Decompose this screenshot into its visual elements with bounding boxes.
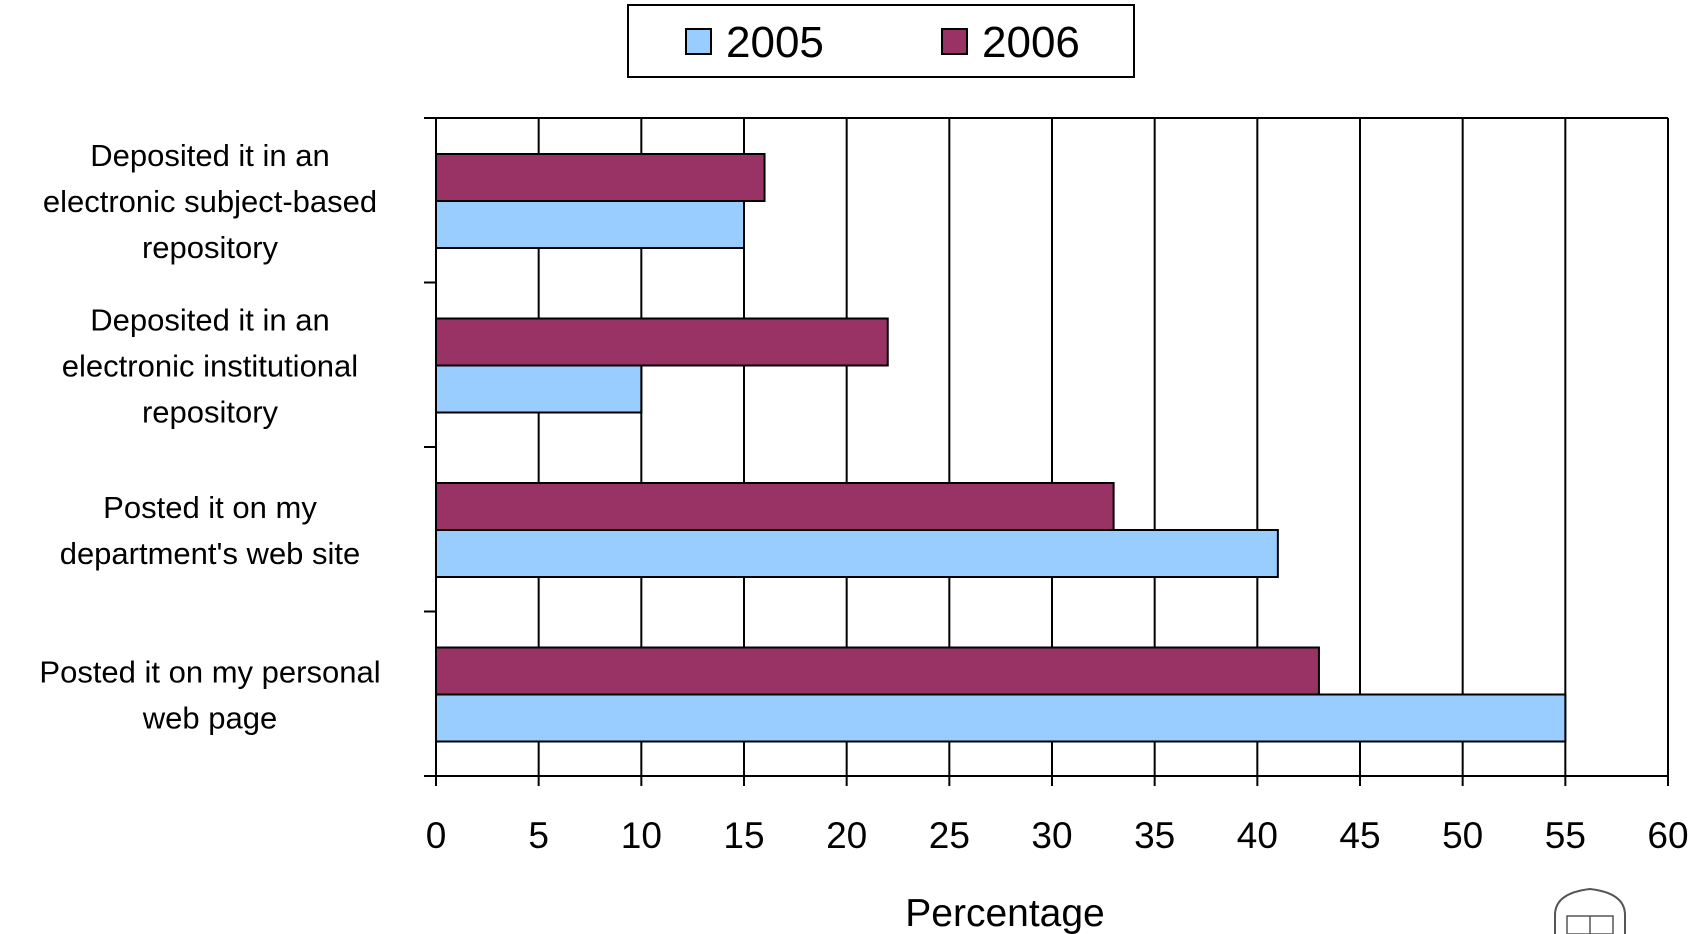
- category-label-line: repository: [142, 395, 279, 430]
- bar-2005: [435, 693, 1567, 743]
- legend-box: [627, 4, 1135, 78]
- bar-2005: [435, 364, 643, 414]
- category-label: Deposited it in an electronic subject-bas…: [43, 138, 377, 265]
- bars: [435, 153, 1567, 743]
- x-axis-title: Percentage: [905, 892, 1104, 934]
- x-tick-label: 10: [621, 815, 662, 856]
- axes: [424, 117, 1669, 786]
- university-crest-logo: [1554, 887, 1626, 934]
- legend-label-2006: 2006: [982, 18, 1080, 67]
- legend: 2005 2006: [627, 4, 1135, 78]
- category-label-line: electronic institutional: [62, 349, 358, 384]
- x-tick-label: 25: [929, 815, 970, 856]
- legend-label-2005: 2005: [726, 18, 824, 67]
- x-tick-label: 50: [1442, 815, 1483, 856]
- x-tick-label: 45: [1339, 815, 1380, 856]
- category-label-line: Deposited it in an: [90, 138, 330, 173]
- x-tick-label: 55: [1545, 815, 1586, 856]
- x-tick-label: 5: [528, 815, 549, 856]
- category-label-line: Posted it on my personal: [39, 655, 380, 690]
- bar-2006: [435, 317, 889, 367]
- bar-2006: [435, 482, 1115, 531]
- x-tick-label: 60: [1647, 815, 1688, 856]
- category-label-line: Posted it on my: [103, 490, 317, 525]
- legend-swatch-2006: [941, 28, 968, 55]
- x-tick-label: 35: [1134, 815, 1175, 856]
- x-tick-label: 30: [1031, 815, 1072, 856]
- bar-2005: [435, 529, 1279, 578]
- category-label-line: department's web site: [60, 536, 361, 571]
- category-label: Posted it on my department's web site: [60, 490, 361, 571]
- category-label-line: repository: [142, 230, 279, 265]
- x-tick-labels: 0 5 10 15 20 25 30 35 40 45 50 55 60: [426, 815, 1689, 856]
- category-label-line: Deposited it in an: [90, 303, 330, 338]
- category-labels: Deposited it in an electronic subject-bas…: [39, 138, 380, 736]
- legend-swatch-2005: [685, 28, 712, 55]
- category-label-line: electronic subject-based: [43, 184, 377, 219]
- category-label: Posted it on my personal web page: [39, 655, 380, 736]
- bar-2006: [435, 153, 766, 202]
- x-tick-label: 40: [1237, 815, 1278, 856]
- bar-2005: [435, 200, 745, 249]
- bar-2006: [435, 646, 1320, 696]
- category-label: Deposited it in an electronic institution…: [62, 303, 358, 430]
- category-label-line: web page: [142, 701, 277, 736]
- x-tick-label: 15: [723, 815, 764, 856]
- x-tick-label: 20: [826, 815, 867, 856]
- x-tick-label: 0: [426, 815, 447, 856]
- crest-shield-outline: [1554, 887, 1626, 934]
